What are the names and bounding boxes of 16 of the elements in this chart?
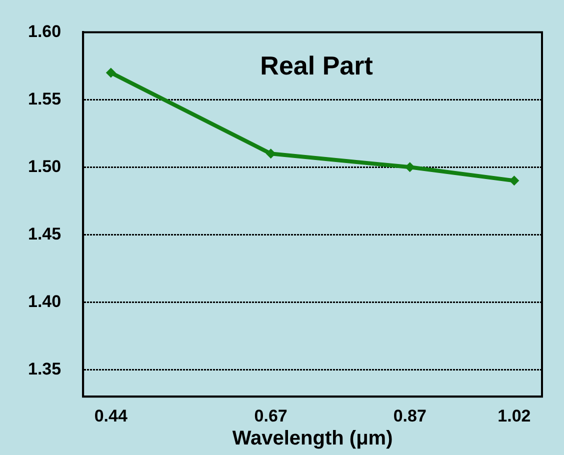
y-tick-label: 1.40 <box>28 292 62 311</box>
x-tick-label: 1.02 <box>498 406 531 426</box>
y-tick-label: 1.35 <box>28 359 62 378</box>
text: Real Part <box>260 50 374 80</box>
y-tick-label: 1.55 <box>28 89 62 108</box>
y-tick-label: 1.45 <box>28 224 62 244</box>
y-tick-label: 1.60 <box>28 22 62 41</box>
x-tick-label: 0.44 <box>94 406 128 426</box>
x-tick-label: 0.67 <box>254 406 288 426</box>
x-axis-title: Wavelength (μm) <box>232 428 393 450</box>
x-tick-label: 0.87 <box>393 406 426 426</box>
point <box>106 68 116 78</box>
point <box>266 148 276 159</box>
y-tick-label: 1.50 <box>28 156 62 176</box>
point <box>404 162 415 172</box>
point <box>509 176 520 186</box>
